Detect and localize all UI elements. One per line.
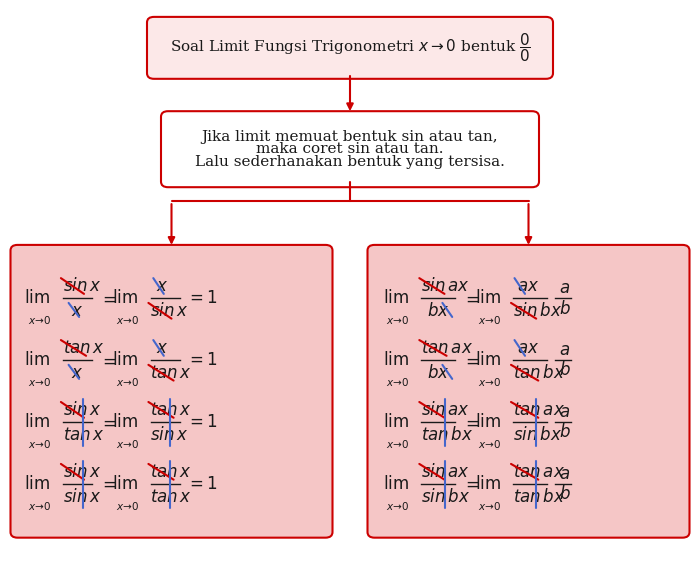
- Text: $=$: $=$: [462, 475, 480, 493]
- Text: $x\!\to\!0$: $x\!\to\!0$: [386, 376, 410, 388]
- Text: $ax$: $ax$: [517, 339, 539, 357]
- Text: $a$: $a$: [559, 465, 570, 483]
- Text: $\mathit{tan}\,bx$: $\mathit{tan}\,bx$: [421, 426, 474, 444]
- Text: $=$: $=$: [99, 351, 117, 369]
- Text: $b$: $b$: [559, 361, 571, 379]
- Text: $x\!\to\!0$: $x\!\to\!0$: [116, 437, 139, 450]
- Text: $\mathit{sin}\,ax$: $\mathit{sin}\,ax$: [421, 463, 470, 481]
- Text: $= 1$: $= 1$: [186, 413, 217, 431]
- FancyBboxPatch shape: [10, 245, 332, 538]
- Text: $a$: $a$: [559, 279, 570, 297]
- Text: $=$: $=$: [462, 351, 480, 369]
- Text: $a$: $a$: [559, 403, 570, 421]
- Text: $\lim$: $\lim$: [475, 413, 500, 431]
- Text: $x\!\to\!0$: $x\!\to\!0$: [386, 437, 410, 450]
- Text: $\lim$: $\lim$: [112, 289, 138, 307]
- Text: $\lim$: $\lim$: [25, 413, 50, 431]
- Text: $x\!\to\!0$: $x\!\to\!0$: [116, 314, 139, 326]
- Text: $ax$: $ax$: [517, 277, 539, 295]
- Text: Lalu sederhanakan bentuk yang tersisa.: Lalu sederhanakan bentuk yang tersisa.: [195, 155, 505, 168]
- Text: $x$: $x$: [156, 277, 169, 295]
- Text: $bx$: $bx$: [427, 364, 449, 382]
- Text: $\mathit{sin}\,ax$: $\mathit{sin}\,ax$: [421, 277, 470, 295]
- Text: $= 1$: $= 1$: [186, 475, 217, 493]
- Text: $\mathit{tan}\,x$: $\mathit{tan}\,x$: [150, 488, 193, 506]
- Text: $x\!\to\!0$: $x\!\to\!0$: [386, 314, 410, 326]
- Text: $\mathit{tan}\,bx$: $\mathit{tan}\,bx$: [513, 488, 566, 506]
- Text: $=$: $=$: [99, 475, 117, 493]
- Text: $\mathit{tan}\,ax$: $\mathit{tan}\,ax$: [513, 463, 565, 481]
- FancyBboxPatch shape: [147, 17, 553, 79]
- FancyBboxPatch shape: [161, 111, 539, 187]
- Text: $\mathit{tan}\,x$: $\mathit{tan}\,x$: [150, 364, 193, 382]
- Text: $\mathit{tan}\,x$: $\mathit{tan}\,x$: [150, 463, 193, 481]
- Text: $\lim$: $\lim$: [383, 289, 409, 307]
- Text: $\lim$: $\lim$: [25, 289, 50, 307]
- Text: $x$: $x$: [71, 302, 84, 320]
- Text: $\lim$: $\lim$: [383, 351, 409, 369]
- Text: $\mathit{sin}\,bx$: $\mathit{sin}\,bx$: [513, 426, 562, 444]
- Text: $\lim$: $\lim$: [383, 413, 409, 431]
- Text: $\mathit{sin}\,x$: $\mathit{sin}\,x$: [150, 426, 189, 444]
- Text: $\mathit{sin}\,ax$: $\mathit{sin}\,ax$: [421, 401, 470, 419]
- Text: $x\!\to\!0$: $x\!\to\!0$: [478, 437, 502, 450]
- Text: $\mathit{sin}\,bx$: $\mathit{sin}\,bx$: [421, 488, 470, 506]
- Text: $x\!\to\!0$: $x\!\to\!0$: [116, 376, 139, 388]
- Text: Soal Limit Fungsi Trigonometri $x \to 0$ bentuk $\dfrac{0}{0}$: Soal Limit Fungsi Trigonometri $x \to 0$…: [169, 32, 531, 64]
- Text: $\mathit{sin}\,x$: $\mathit{sin}\,x$: [150, 302, 189, 320]
- Text: $\mathit{tan}\,bx$: $\mathit{tan}\,bx$: [513, 364, 566, 382]
- Text: $\mathit{tan}\,ax$: $\mathit{tan}\,ax$: [421, 339, 473, 357]
- Text: $x\!\to\!0$: $x\!\to\!0$: [28, 437, 52, 450]
- Text: $\mathit{tan}\,x$: $\mathit{tan}\,x$: [150, 401, 193, 419]
- Text: $x\!\to\!0$: $x\!\to\!0$: [28, 499, 52, 512]
- Text: $\lim$: $\lim$: [25, 475, 50, 493]
- Text: $\mathit{tan}\,x$: $\mathit{tan}\,x$: [63, 339, 105, 357]
- Text: $\lim$: $\lim$: [112, 413, 138, 431]
- Text: $=$: $=$: [462, 413, 480, 431]
- Text: $x\!\to\!0$: $x\!\to\!0$: [478, 376, 502, 388]
- Text: $x\!\to\!0$: $x\!\to\!0$: [478, 314, 502, 326]
- Text: $x\!\to\!0$: $x\!\to\!0$: [478, 499, 502, 512]
- Text: $\mathit{sin}\,x$: $\mathit{sin}\,x$: [63, 401, 102, 419]
- Text: $x\!\to\!0$: $x\!\to\!0$: [386, 499, 410, 512]
- Text: $=$: $=$: [99, 289, 117, 307]
- Text: $=$: $=$: [99, 413, 117, 431]
- Text: $a$: $a$: [559, 341, 570, 359]
- Text: $x\!\to\!0$: $x\!\to\!0$: [28, 376, 52, 388]
- Text: $\lim$: $\lim$: [25, 351, 50, 369]
- Text: $\lim$: $\lim$: [475, 351, 500, 369]
- Text: $\lim$: $\lim$: [475, 475, 500, 493]
- Text: $\lim$: $\lim$: [383, 475, 409, 493]
- Text: $\mathit{tan}\,ax$: $\mathit{tan}\,ax$: [513, 401, 565, 419]
- Text: maka coret sin atau tan.: maka coret sin atau tan.: [256, 142, 444, 156]
- Text: $bx$: $bx$: [427, 302, 449, 320]
- Text: $x\!\to\!0$: $x\!\to\!0$: [28, 314, 52, 326]
- Text: $x$: $x$: [156, 339, 169, 357]
- Text: $b$: $b$: [559, 423, 571, 441]
- Text: $b$: $b$: [559, 300, 571, 318]
- Text: $= 1$: $= 1$: [186, 289, 217, 307]
- Text: $= 1$: $= 1$: [186, 351, 217, 369]
- Text: $\mathit{sin}\,x$: $\mathit{sin}\,x$: [63, 277, 102, 295]
- Text: $\mathit{sin}\,x$: $\mathit{sin}\,x$: [63, 488, 102, 506]
- Text: $=$: $=$: [462, 289, 480, 307]
- Text: $\lim$: $\lim$: [112, 475, 138, 493]
- Text: $\lim$: $\lim$: [112, 351, 138, 369]
- Text: $\lim$: $\lim$: [475, 289, 500, 307]
- Text: Jika limit memuat bentuk sin atau tan,: Jika limit memuat bentuk sin atau tan,: [202, 130, 498, 144]
- Text: $\mathit{sin}\,x$: $\mathit{sin}\,x$: [63, 463, 102, 481]
- FancyBboxPatch shape: [368, 245, 690, 538]
- Text: $\mathit{sin}\,bx$: $\mathit{sin}\,bx$: [513, 302, 562, 320]
- Text: $x$: $x$: [71, 364, 84, 382]
- Text: $b$: $b$: [559, 485, 571, 503]
- Text: $\mathit{tan}\,x$: $\mathit{tan}\,x$: [63, 426, 105, 444]
- Text: $x\!\to\!0$: $x\!\to\!0$: [116, 499, 139, 512]
